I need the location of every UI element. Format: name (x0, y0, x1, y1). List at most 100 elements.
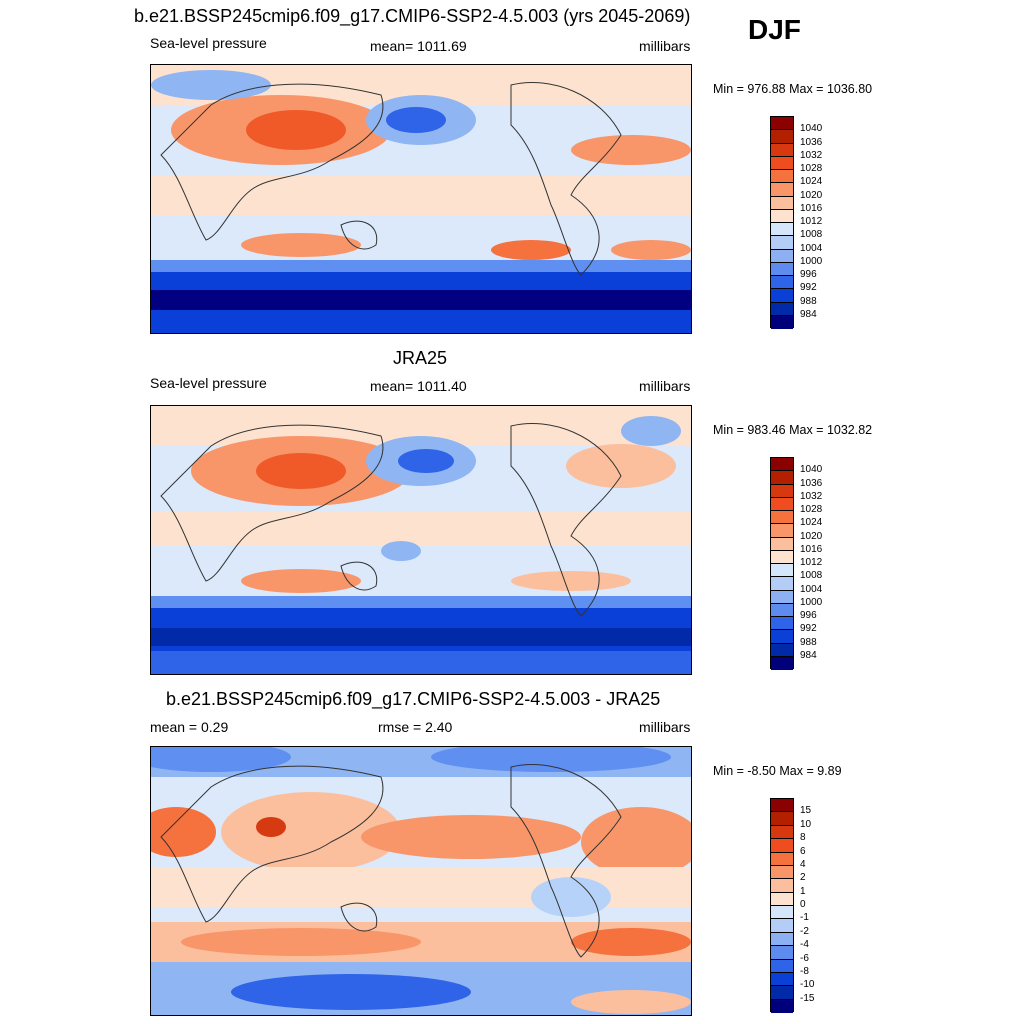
colorbar-label: -8 (800, 965, 809, 977)
colorbar-box (771, 302, 793, 316)
colorbar-box (771, 276, 793, 290)
colorbar-label: 6 (800, 845, 806, 857)
panel2-minmax: Min = 983.46 Max = 1032.82 (713, 423, 873, 437)
plot-title: b.e21.BSSP245cmip6.f09_g17.CMIP6-SSP2-4.… (134, 6, 691, 26)
colorbar-box (771, 630, 793, 644)
panel2-title: JRA25 (393, 348, 448, 368)
colorbar-box (771, 511, 793, 525)
colorbar-box (771, 156, 793, 170)
colorbar-box (771, 289, 793, 303)
colorbar-box (771, 892, 793, 906)
colorbar-box (771, 471, 793, 485)
colorbar-label: 1020 (800, 189, 823, 201)
panel3-colorbar (770, 798, 794, 1013)
colorbar-box (771, 170, 793, 184)
colorbar-box (771, 879, 793, 893)
panel1-minmax: Min = 976.88 Max = 1036.80 (713, 82, 873, 96)
colorbar-label: 1012 (800, 557, 823, 568)
colorbar-label: 1004 (800, 242, 823, 254)
colorbar-label: 2 (800, 872, 806, 884)
colorbar-box (771, 564, 793, 578)
colorbar-box (771, 196, 793, 210)
colorbar-box (771, 812, 793, 826)
colorbar-box (771, 117, 793, 131)
colorbar-box (771, 249, 793, 263)
colorbar-label: 992 (800, 623, 817, 635)
colorbar-label: 992 (800, 282, 817, 294)
colorbar-box (771, 825, 793, 840)
colorbar-label: 1036 (800, 477, 823, 489)
colorbar-label: 1012 (800, 216, 823, 227)
colorbar-label: 1032 (800, 490, 823, 502)
colorbar-box (771, 839, 793, 853)
panel1-mean-label: mean= 1011.69 (370, 38, 467, 54)
colorbar-label: 0 (800, 899, 806, 910)
colorbar-label: 1036 (800, 136, 823, 148)
colorbar-box (771, 603, 793, 617)
colorbar-box (771, 236, 793, 250)
colorbar-box (771, 577, 793, 591)
colorbar-label: 1024 (800, 176, 823, 188)
colorbar-label: -15 (800, 992, 815, 1004)
colorbar-box (771, 799, 793, 813)
colorbar-label: 1028 (800, 163, 823, 174)
panel3-map (150, 746, 692, 1016)
colorbar-label: -4 (800, 939, 809, 951)
panel3-rmse-label: rmse = 2.40 (378, 719, 453, 735)
panel2-units-label: millibars (639, 378, 691, 394)
panel1-units-label: millibars (639, 38, 691, 54)
colorbar-label: 1040 (800, 123, 823, 135)
colorbar-label: 1020 (800, 530, 823, 542)
colorbar-box (771, 906, 793, 920)
colorbar-label: 996 (800, 610, 817, 621)
colorbar-label: 1032 (800, 149, 823, 161)
panel3-minmax: Min = -8.50 Max = 9.89 (713, 764, 842, 778)
colorbar-box (771, 262, 793, 276)
colorbar-box (771, 590, 793, 604)
panel1-colorbar (770, 116, 794, 329)
colorbar-box (771, 130, 793, 144)
panel3-mean-label: mean = 0.29 (150, 719, 229, 735)
panel2-left-label: Sea-level pressure (150, 375, 267, 391)
colorbar-box (771, 143, 793, 157)
colorbar-label: 1040 (800, 464, 823, 476)
colorbar-label: 1024 (800, 517, 823, 529)
colorbar-box (771, 524, 793, 538)
colorbar-label: 996 (800, 269, 817, 280)
colorbar-box (771, 497, 793, 511)
colorbar-label: 988 (800, 636, 817, 648)
colorbar-box (771, 209, 793, 223)
panel2-colorbar (770, 457, 794, 670)
colorbar-label: 1000 (800, 596, 823, 608)
colorbar-label: 8 (800, 832, 806, 844)
panel2-mean-label: mean= 1011.40 (370, 378, 467, 394)
colorbar-label: 1 (800, 885, 806, 897)
colorbar-label: 10 (800, 818, 812, 830)
colorbar-box (771, 972, 793, 987)
colorbar-label: 984 (800, 649, 817, 661)
colorbar-box (771, 865, 793, 880)
colorbar-box (771, 183, 793, 197)
colorbar-label: -1 (800, 912, 809, 924)
colorbar-box (771, 315, 793, 329)
colorbar-label: -10 (800, 979, 815, 991)
colorbar-label: 988 (800, 295, 817, 307)
colorbar-box (771, 537, 793, 551)
colorbar-box (771, 643, 793, 657)
colorbar-box (771, 919, 793, 933)
colorbar-box (771, 999, 793, 1013)
colorbar-label: 1004 (800, 583, 823, 595)
colorbar-box (771, 656, 793, 670)
colorbar-label: -6 (800, 952, 809, 964)
season-label: DJF (748, 14, 801, 45)
panel2-map (150, 405, 692, 675)
colorbar-box (771, 550, 793, 564)
colorbar-box (771, 986, 793, 1000)
colorbar-box (771, 946, 793, 960)
colorbar-box (771, 458, 793, 472)
colorbar-box (771, 617, 793, 631)
panel3-title: b.e21.BSSP245cmip6.f09_g17.CMIP6-SSP2-4.… (166, 689, 661, 709)
panel3-units-label: millibars (639, 719, 691, 735)
colorbar-box (771, 484, 793, 498)
colorbar-label: 4 (800, 858, 806, 870)
